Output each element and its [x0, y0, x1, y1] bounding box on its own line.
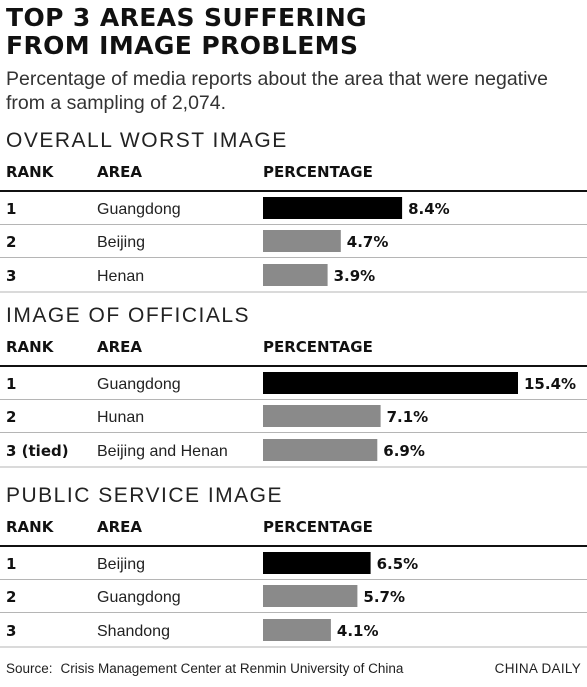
- area-label: Guangdong: [97, 589, 181, 606]
- bar: [263, 552, 371, 574]
- area-label: Guangdong: [97, 201, 181, 218]
- chart-public-service-image: RANK AREA PERCENTAGE 1 Beijing 6.5% 2 Guangdong…: [0, 518, 587, 648]
- column-header-area: AREA: [97, 518, 142, 536]
- section-title: PUBLIC SERVICE IMAGE: [6, 484, 284, 507]
- column-header-rank: RANK: [6, 518, 55, 536]
- column-header-percentage: PERCENTAGE: [263, 163, 373, 181]
- section-title: OVERALL WORST IMAGE: [6, 129, 288, 152]
- data-label: 8.4%: [408, 200, 450, 218]
- column-header-area: AREA: [97, 338, 142, 356]
- footer: Source: Crisis Management Center at Renmi…: [0, 659, 587, 681]
- rank-label: 1: [6, 375, 16, 393]
- bar: [263, 619, 331, 641]
- bar: [263, 230, 341, 252]
- rank-label: 2: [6, 588, 16, 606]
- source-text: Crisis Management Center at Renmin Unive…: [60, 661, 404, 676]
- rank-label: 2: [6, 408, 16, 426]
- area-label: Beijing and Henan: [97, 443, 228, 460]
- subtitle: Percentage of media reports about the ar…: [6, 67, 581, 115]
- data-label: 6.9%: [383, 442, 425, 460]
- rank-label: 3: [6, 267, 16, 285]
- section-overall-worst-image: RANK AREA PERCENTAGE 1 Guangdong 8.4% 2 Beijing…: [0, 128, 587, 293]
- chart-overall-worst-image: RANK AREA PERCENTAGE 1 Guangdong 8.4% 2 Beijing…: [0, 163, 587, 293]
- page-title: TOP 3 AREAS SUFFERING FROM IMAGE PROBLEM…: [6, 4, 581, 60]
- bar: [263, 197, 403, 219]
- area-label: Shandong: [97, 623, 170, 640]
- data-label: 3.9%: [334, 267, 376, 285]
- section-title: IMAGE OF OFFICIALS: [6, 304, 251, 327]
- title-line: FROM IMAGE PROBLEMS: [6, 31, 359, 60]
- area-label: Guangdong: [97, 376, 181, 393]
- data-label: 7.1%: [387, 408, 429, 426]
- title-line: TOP 3 AREAS SUFFERING: [6, 3, 368, 32]
- publisher-credit: CHINA DAILY: [494, 661, 581, 676]
- rank-label: 1: [6, 200, 16, 218]
- bar: [263, 405, 381, 427]
- bar: [263, 585, 358, 607]
- data-label: 5.7%: [363, 588, 405, 606]
- source-note: Source: Crisis Management Center at Renmi…: [6, 661, 403, 676]
- source-label: Source:: [6, 661, 53, 676]
- area-label: Henan: [97, 268, 144, 285]
- data-label: 4.7%: [347, 233, 389, 251]
- column-header-rank: RANK: [6, 338, 55, 356]
- bar: [263, 372, 518, 394]
- rank-label: 3 (tied): [6, 442, 69, 460]
- bar: [263, 264, 328, 286]
- area-label: Hunan: [97, 409, 144, 426]
- rank-label: 2: [6, 233, 16, 251]
- column-header-percentage: PERCENTAGE: [263, 338, 373, 356]
- column-header-area: AREA: [97, 163, 142, 181]
- rank-label: 3: [6, 622, 16, 640]
- area-label: Beijing: [97, 556, 145, 573]
- bar: [263, 439, 378, 461]
- data-label: 4.1%: [337, 622, 379, 640]
- rank-label: 1: [6, 555, 16, 573]
- chart-image-of-officials: RANK AREA PERCENTAGE 1 Guangdong 15.4% 2 Hunan 7…: [0, 338, 587, 468]
- data-label: 6.5%: [377, 555, 419, 573]
- subtitle-line: from a sampling of 2,074.: [6, 92, 227, 114]
- column-header-rank: RANK: [6, 163, 55, 181]
- data-label: 15.4%: [524, 375, 576, 393]
- subtitle-line: Percentage of media reports about the ar…: [6, 68, 549, 90]
- section-image-of-officials: RANK AREA PERCENTAGE 1 Guangdong 15.4% 2 Hunan 7…: [0, 303, 587, 468]
- area-label: Beijing: [97, 234, 145, 251]
- section-public-service-image: RANK AREA PERCENTAGE 1 Beijing 6.5% 2 Guangdong…: [0, 483, 587, 648]
- column-header-percentage: PERCENTAGE: [263, 518, 373, 536]
